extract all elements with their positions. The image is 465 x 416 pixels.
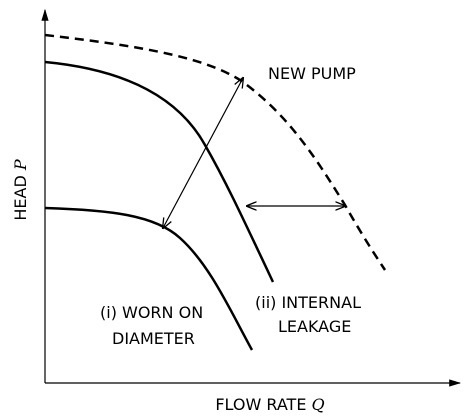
- new-pump-curve: [44, 33, 387, 271]
- y-axis-symbol: P: [11, 159, 30, 171]
- leakage-label: (ii) INTERNAL: [255, 293, 361, 312]
- worn-arrow: [163, 78, 243, 228]
- worn-label: DIAMETER: [112, 329, 195, 348]
- worn-label: (i) WORN ON: [100, 303, 203, 322]
- worn-curve: [44, 206, 254, 351]
- x-axis-text: FLOW RATE: [215, 395, 306, 414]
- y-axis-text: HEAD: [11, 175, 30, 220]
- y-axis-label: HEAD P: [11, 159, 30, 221]
- leakage-label: LEAKAGE: [278, 317, 351, 336]
- leakage-curve: [44, 60, 275, 283]
- x-axis-symbol: Q: [312, 395, 325, 414]
- x-axis-label: FLOW RATE Q: [215, 395, 324, 414]
- new-pump-label: NEW PUMP: [268, 64, 356, 83]
